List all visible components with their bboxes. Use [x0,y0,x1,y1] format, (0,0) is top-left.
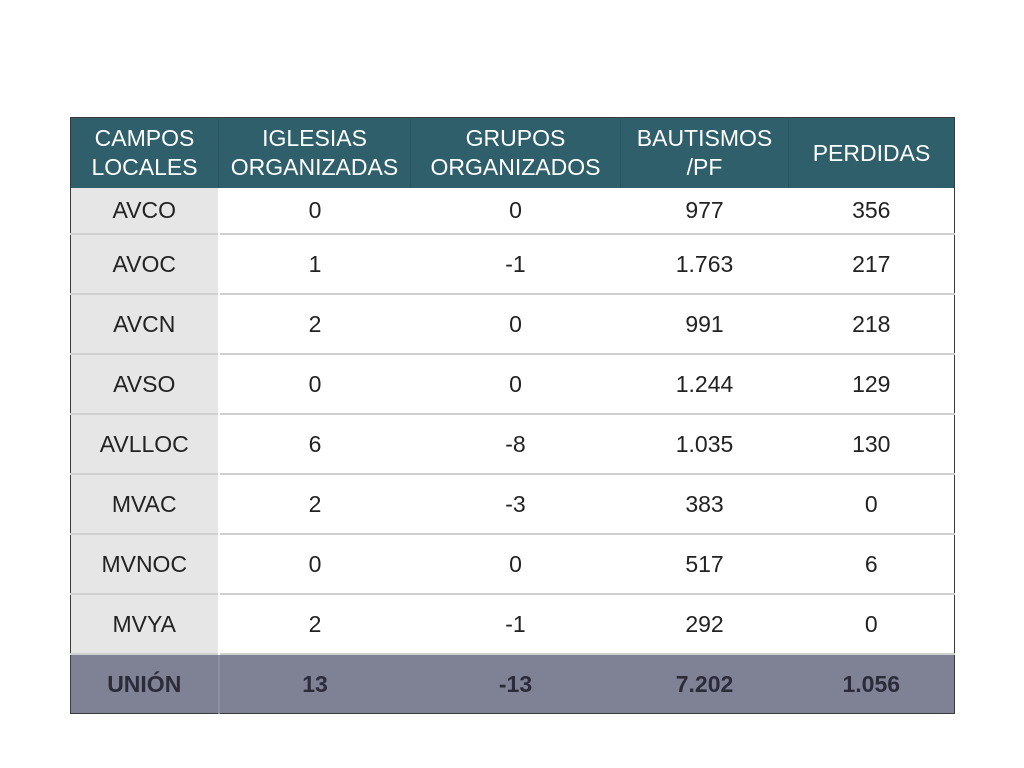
header-campos-locales: CAMPOS LOCALES [70,117,219,188]
header-row: CAMPOS LOCALES IGLESIAS ORGANIZADAS GRUPOS… [70,117,955,188]
iglesias-cell: 0 [218,188,411,234]
total-iglesias: 13 [218,653,411,714]
table-row: AVOC 1 -1 1.763 217 [70,233,955,294]
table-row: AVCO 0 0 977 356 [70,188,955,234]
header-iglesias-organizadas: IGLESIAS ORGANIZADAS [218,117,411,188]
perdidas-cell: 129 [788,353,955,414]
table-row: AVLLOC 6 -8 1.035 130 [70,413,955,474]
table-row: AVSO 0 0 1.244 129 [70,353,955,414]
perdidas-cell: 130 [788,413,955,474]
total-row: UNIÓN 13 -13 7.202 1.056 [70,653,955,714]
grupos-cell: 0 [410,533,621,594]
perdidas-cell: 6 [788,533,955,594]
campo-cell: AVSO [70,353,220,414]
table-body: AVCO 0 0 977 356 AVOC 1 -1 1.763 217 AVCN 2 0 991 218 A… [70,188,955,654]
campo-cell: AVLLOC [70,413,220,474]
total-label: UNIÓN [70,653,220,714]
iglesias-cell: 1 [218,233,411,294]
grupos-cell: 0 [410,293,621,354]
campo-cell: AVCN [70,293,220,354]
grupos-cell: -1 [410,593,621,654]
bautismos-cell: 517 [620,533,789,594]
iglesias-cell: 2 [218,293,411,354]
iglesias-cell: 2 [218,593,411,654]
header-perdidas: PERDIDAS [788,117,955,188]
total-bautismos: 7.202 [620,653,789,714]
perdidas-cell: 0 [788,593,955,654]
bautismos-cell: 292 [620,593,789,654]
table-row: MVYA 2 -1 292 0 [70,593,955,654]
bautismos-cell: 977 [620,188,789,234]
perdidas-cell: 356 [788,188,955,234]
perdidas-cell: 218 [788,293,955,354]
grupos-cell: -8 [410,413,621,474]
campo-cell: AVCO [70,188,220,234]
bautismos-cell: 383 [620,473,789,534]
grupos-cell: 0 [410,353,621,414]
bautismos-cell: 1.244 [620,353,789,414]
iglesias-cell: 2 [218,473,411,534]
table-header: CAMPOS LOCALES IGLESIAS ORGANIZADAS GRUPOS… [70,117,955,188]
table-row: MVAC 2 -3 383 0 [70,473,955,534]
grupos-cell: -3 [410,473,621,534]
table-row: AVCN 2 0 991 218 [70,293,955,354]
perdidas-cell: 217 [788,233,955,294]
campo-cell: MVYA [70,593,220,654]
iglesias-cell: 6 [218,413,411,474]
grupos-cell: 0 [410,188,621,234]
grupos-cell: -1 [410,233,621,294]
total-perdidas: 1.056 [788,653,955,714]
campo-cell: MVAC [70,473,220,534]
iglesias-cell: 0 [218,353,411,414]
header-bautismos-pf: BAUTISMOS/PF [620,117,789,188]
perdidas-cell: 0 [788,473,955,534]
table-row: MVNOC 0 0 517 6 [70,533,955,594]
iglesias-cell: 0 [218,533,411,594]
table-footer: UNIÓN 13 -13 7.202 1.056 [70,653,955,714]
campo-cell: MVNOC [70,533,220,594]
stats-table: CAMPOS LOCALES IGLESIAS ORGANIZADAS GRUPOS… [70,117,955,714]
bautismos-cell: 991 [620,293,789,354]
bautismos-cell: 1.035 [620,413,789,474]
bautismos-cell: 1.763 [620,233,789,294]
header-grupos-organizados: GRUPOS ORGANIZADOS [410,117,621,188]
total-grupos: -13 [410,653,621,714]
campo-cell: AVOC [70,233,220,294]
